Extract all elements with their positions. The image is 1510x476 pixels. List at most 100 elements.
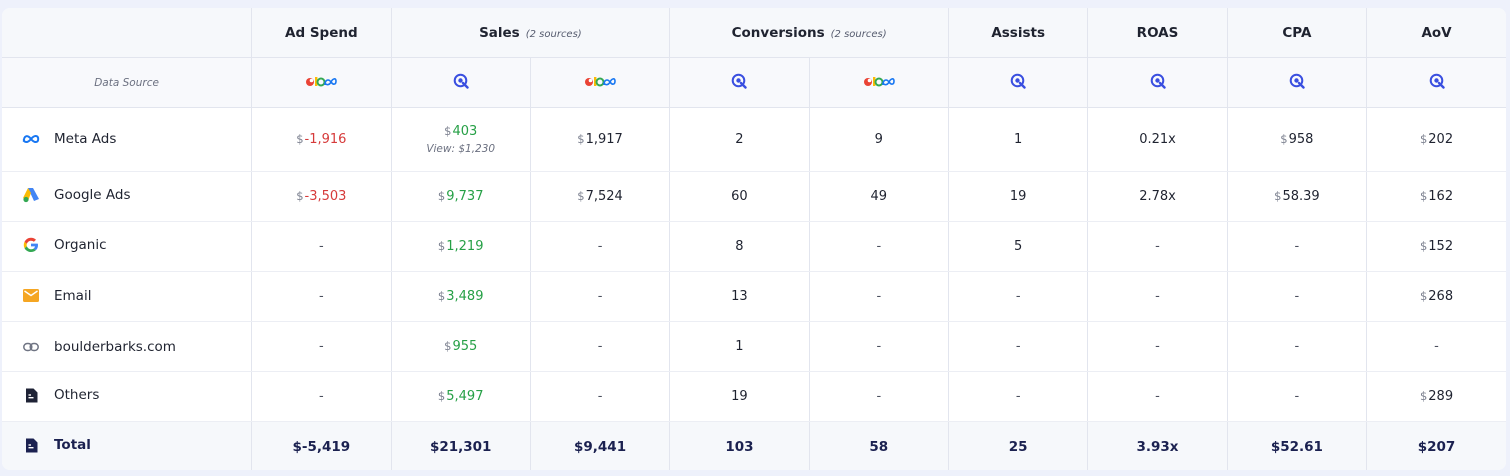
channel-cell: Organic bbox=[2, 221, 252, 272]
empty-value: - bbox=[1294, 239, 1300, 254]
sales-platform-cell: - bbox=[529, 371, 670, 422]
table-row[interactable]: Organic - $1,219 - 8 - 5 - - $152 bbox=[2, 221, 1506, 272]
ad-spend-cell: $-1,916 bbox=[251, 107, 392, 172]
total-ad-spend: $-5,419 bbox=[251, 421, 392, 470]
empty-value: - bbox=[597, 239, 603, 254]
header-aov[interactable]: AoV bbox=[1366, 8, 1506, 58]
roas-cell: 0.21x bbox=[1087, 107, 1228, 172]
cpa-cell: - bbox=[1226, 371, 1367, 422]
sales-pixel-cell: $1,219 bbox=[390, 221, 531, 272]
channel-cell: Google Ads bbox=[2, 171, 252, 222]
sales-platform-cell: - bbox=[529, 221, 670, 272]
roas-value: 2.78x bbox=[1139, 189, 1176, 204]
empty-value: - bbox=[1294, 289, 1300, 304]
header-roas[interactable]: ROAS bbox=[1087, 8, 1228, 58]
money-value: 955 bbox=[452, 339, 478, 354]
currency-symbol: $ bbox=[1419, 289, 1428, 303]
pixel-source-icon bbox=[1366, 57, 1506, 108]
conversions-platform-cell: - bbox=[808, 271, 949, 322]
total-assists: 25 bbox=[947, 421, 1088, 470]
ad-spend-cell: - bbox=[251, 271, 392, 322]
total-sales-pixel: $21,301 bbox=[390, 421, 531, 470]
empty-value: - bbox=[1294, 339, 1300, 354]
assists-cell: - bbox=[947, 321, 1088, 372]
money-value: 1,219 bbox=[446, 239, 484, 254]
empty-value: - bbox=[597, 339, 603, 354]
channel-name[interactable]: Email bbox=[54, 287, 92, 304]
currency-symbol: $ bbox=[1274, 189, 1282, 203]
money-value: 58.39 bbox=[1282, 189, 1320, 204]
sources-count: (2 sources) bbox=[525, 28, 582, 40]
money-value: 958 bbox=[1288, 132, 1314, 147]
money-value: 202 bbox=[1428, 132, 1454, 147]
conversions-value: - bbox=[876, 389, 882, 404]
channel-cell: boulderbarks.com bbox=[2, 321, 252, 372]
roas-cell: - bbox=[1087, 371, 1228, 422]
total-conversions-pixel: 103 bbox=[669, 421, 810, 470]
cpa-cell: $958 bbox=[1226, 107, 1367, 172]
total-label-cell: Total bbox=[2, 421, 252, 470]
assists-cell: 5 bbox=[947, 221, 1088, 272]
channel-name[interactable]: Meta Ads bbox=[54, 131, 117, 147]
assists-value: - bbox=[1015, 289, 1021, 304]
header-conversions[interactable]: Conversions (2 sources) bbox=[669, 8, 949, 58]
currency-symbol: $ bbox=[1419, 389, 1428, 403]
conversions-value: - bbox=[876, 289, 882, 304]
assists-value: - bbox=[1015, 389, 1021, 404]
total-roas: 3.93x bbox=[1087, 421, 1228, 470]
sales-platform-cell: $1,917 bbox=[529, 107, 670, 172]
total-sales-platform: $9,441 bbox=[529, 421, 670, 470]
header-ad-spend[interactable]: Ad Spend bbox=[251, 8, 392, 58]
roas-cell: 2.78x bbox=[1087, 171, 1228, 222]
table-row[interactable]: Google Ads $-3,503 $9,737 $7,524 60 49 19 2.78x… bbox=[2, 171, 1506, 222]
assists-cell: - bbox=[947, 371, 1088, 422]
conversions-value: 19 bbox=[731, 389, 748, 404]
data-source-label: Data Source bbox=[2, 57, 252, 108]
money-value: 7,524 bbox=[585, 189, 623, 204]
view-through-note: View: $1,230 bbox=[426, 143, 496, 155]
currency-symbol: $ bbox=[577, 189, 585, 203]
table-row[interactable]: Meta Ads $-1,916 $403 View: $1,230 $1,917 2 9 1… bbox=[2, 107, 1506, 172]
header-assists[interactable]: Assists bbox=[947, 8, 1088, 58]
pixel-source-icon bbox=[947, 57, 1088, 108]
currency-symbol: $ bbox=[1419, 132, 1428, 146]
money-value: 162 bbox=[1428, 189, 1454, 204]
roas-value: - bbox=[1155, 239, 1160, 254]
sales-pixel-cell: $9,737 bbox=[390, 171, 531, 222]
aov-cell: $268 bbox=[1366, 271, 1506, 322]
assists-cell: 1 bbox=[947, 107, 1088, 172]
conversions-platform-cell: - bbox=[808, 321, 949, 372]
roas-cell: - bbox=[1087, 221, 1228, 272]
channel-name[interactable]: boulderbarks.com bbox=[54, 338, 176, 355]
table-row[interactable]: Others - $5,497 - 19 - - - - $289 bbox=[2, 371, 1506, 422]
conversions-pixel-cell: 19 bbox=[669, 371, 810, 422]
currency-symbol: $ bbox=[1419, 239, 1428, 253]
ad-spend-cell: $-3,503 bbox=[251, 171, 392, 222]
currency-symbol: $ bbox=[437, 239, 446, 253]
pixel-source-icon bbox=[390, 57, 531, 108]
ad-spend-cell: - bbox=[251, 321, 392, 372]
link-icon bbox=[22, 338, 40, 356]
money-value: -3,503 bbox=[304, 189, 347, 204]
header-cpa[interactable]: CPA bbox=[1226, 8, 1367, 58]
conversions-pixel-cell: 1 bbox=[669, 321, 810, 372]
channel-name[interactable]: Others bbox=[54, 387, 100, 404]
header-sales[interactable]: Sales (2 sources) bbox=[390, 8, 670, 58]
conversions-platform-cell: - bbox=[808, 371, 949, 422]
table-row[interactable]: boulderbarks.com - $955 - 1 - - - - - bbox=[2, 321, 1506, 372]
money-value: 403 bbox=[452, 124, 478, 139]
channel-name[interactable]: Google Ads bbox=[54, 187, 131, 203]
currency-symbol: $ bbox=[296, 132, 304, 146]
conversions-platform-cell: 9 bbox=[808, 107, 949, 172]
money-value: 1,917 bbox=[585, 132, 623, 147]
triplewhale-source-icon bbox=[251, 57, 392, 108]
roas-cell: - bbox=[1087, 271, 1228, 322]
google-icon bbox=[22, 236, 40, 254]
total-aov: $207 bbox=[1366, 421, 1506, 470]
pixel-source-icon bbox=[1226, 57, 1367, 108]
channel-name[interactable]: Organic bbox=[54, 237, 107, 253]
conversions-platform-cell: - bbox=[808, 221, 949, 272]
table-row[interactable]: Email - $3,489 - 13 - - - - $268 bbox=[2, 271, 1506, 322]
conversions-value: - bbox=[876, 239, 882, 254]
aov-cell: $202 bbox=[1366, 107, 1506, 172]
